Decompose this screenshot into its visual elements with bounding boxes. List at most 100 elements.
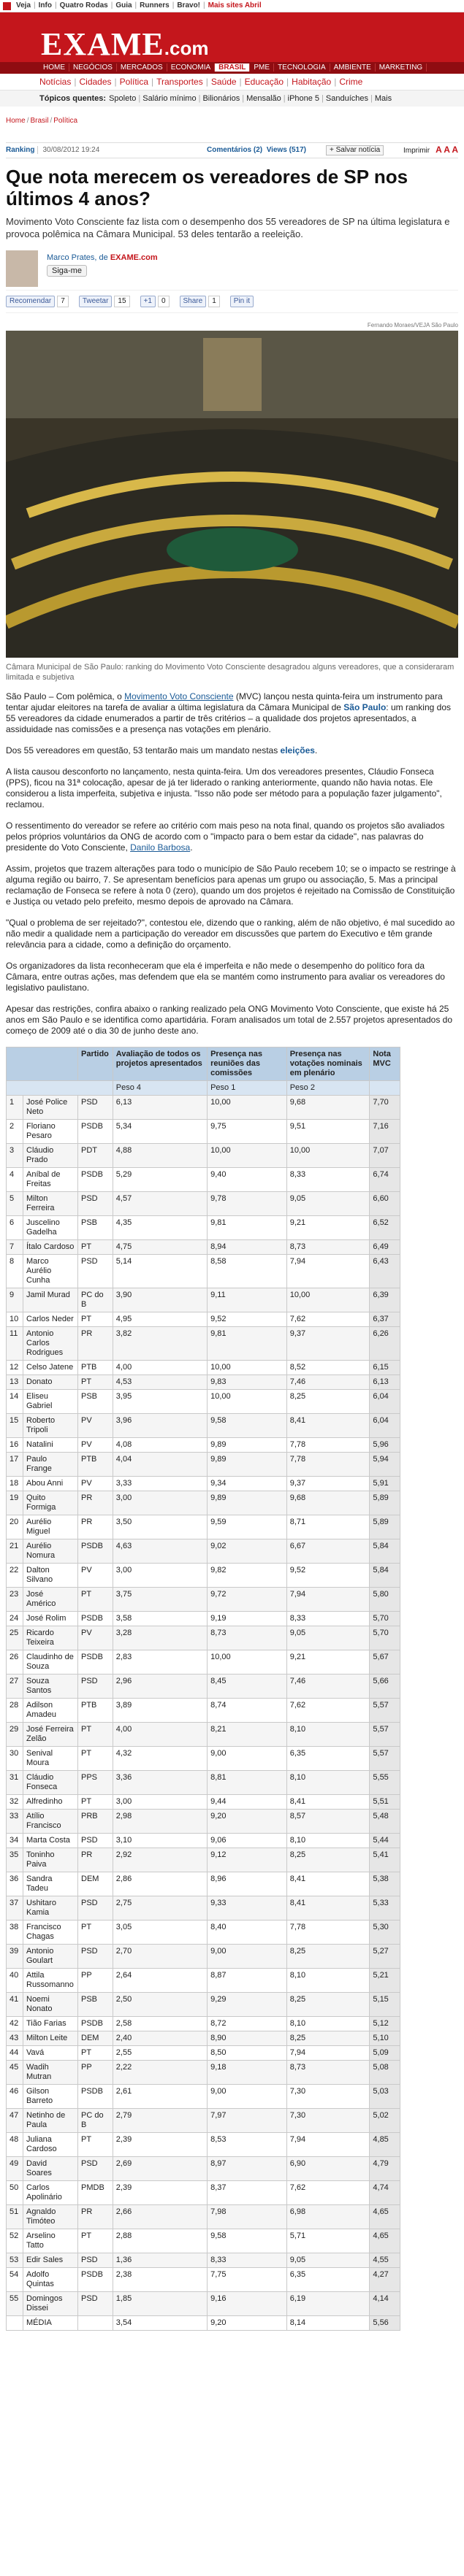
article-meta: Ranking 30/08/2012 19:24 Comentários (2) … — [6, 142, 458, 158]
site-link[interactable]: Veja — [16, 1, 31, 9]
nav-item[interactable]: BRASIL — [215, 64, 251, 72]
subnav-item[interactable]: Cidades — [79, 77, 112, 87]
nav-item[interactable]: PME — [250, 64, 275, 72]
breadcrumb-item[interactable]: Home — [6, 117, 26, 125]
subnav-item[interactable]: Notícias — [39, 77, 72, 87]
table-cell: 9,00 — [207, 1746, 287, 1771]
print[interactable]: Imprimir — [403, 147, 430, 155]
table-cell: PSDB — [77, 2016, 113, 2031]
table-cell: 10,00 — [207, 1650, 287, 1675]
nav-item[interactable]: AMBIENTE — [330, 64, 376, 72]
table-cell: 16 — [6, 1437, 23, 1453]
nav-item[interactable]: MARKETING — [375, 64, 427, 72]
table-cell: 8,53 — [207, 2132, 287, 2157]
subnav-item[interactable]: Crime — [339, 77, 363, 87]
subnav-item[interactable]: Saúde — [210, 77, 237, 87]
table-cell: 6,04 — [369, 1413, 400, 1438]
table-row: 19 Quito Formiga PR 3,00 9,89 9,68 5,89 — [6, 1491, 400, 1515]
subnav-item[interactable]: Política — [119, 77, 148, 87]
subnav-item[interactable]: Transportes — [156, 77, 203, 87]
comments[interactable]: Comentários (2) — [207, 146, 263, 154]
hot-topic[interactable]: Mensalão — [246, 94, 281, 103]
site-link[interactable]: Guia — [115, 1, 132, 9]
nav-item[interactable]: MERCADOS — [116, 64, 167, 72]
breadcrumb-item[interactable]: Brasil — [30, 117, 49, 125]
share-button[interactable]: Pin it — [229, 296, 254, 307]
table-row: 33 Atílio Francisco PRB 2,98 9,20 8,57 5,48 — [6, 1809, 400, 1834]
subnav-item[interactable]: Educação — [244, 77, 284, 87]
nav-item[interactable]: HOME — [39, 64, 69, 72]
table-cell: David Soares — [23, 2156, 78, 2181]
site-link[interactable]: Mais sites Abril — [208, 1, 262, 9]
table-cell: 3 — [6, 1143, 23, 1168]
table-cell: 10,00 — [207, 1389, 287, 1414]
author-box: Marco Prates, de EXAME.com Siga-me — [6, 249, 458, 291]
link[interactable]: Movimento Voto Consciente — [124, 691, 234, 701]
share-button[interactable]: Tweetar — [78, 296, 113, 307]
hot-topic[interactable]: Bilionários — [202, 94, 240, 103]
section[interactable]: Ranking — [6, 146, 35, 154]
table-row: 22 Dalton Silvano PV 3,00 9,82 9,52 5,84 — [6, 1563, 400, 1588]
table-cell: PMDB — [77, 2180, 113, 2205]
table-cell: PR — [77, 1491, 113, 1515]
table-cell: PT — [77, 2045, 113, 2061]
share-count: 1 — [208, 296, 220, 307]
hot-topic[interactable]: iPhone 5 — [287, 94, 320, 103]
share-button[interactable]: Recomendar — [6, 296, 56, 307]
author[interactable]: Marco Prates, de EXAME.com — [47, 253, 158, 262]
table-cell: 5,03 — [369, 2084, 400, 2109]
breadcrumb: Home / Brasil / Política — [6, 117, 458, 125]
table-row: 49 David Soares PSD 2,69 8,97 6,90 4,79 — [6, 2156, 400, 2181]
table-cell: 5,21 — [369, 1968, 400, 1993]
share-button[interactable]: Share — [179, 296, 207, 307]
hot-topic[interactable]: Salário mínimo — [142, 94, 197, 103]
table-cell: 2,69 — [112, 2156, 208, 2181]
table-cell: PP — [77, 1968, 113, 1993]
link[interactable]: São Paulo — [343, 702, 387, 712]
table-cell: Adolfo Quintas — [23, 2267, 78, 2292]
subnav-item[interactable]: Habitação — [292, 77, 332, 87]
logo[interactable]: EXAME.com — [41, 28, 208, 61]
table-row: 36 Sandra Tadeu DEM 2,86 8,96 8,41 5,38 — [6, 1872, 400, 1896]
table-cell: Milton Ferreira — [23, 1191, 78, 1216]
table-row: 41 Noemi Nonato PSB 2,50 9,29 8,25 5,15 — [6, 1992, 400, 2017]
link[interactable]: Danilo Barbosa — [130, 842, 191, 853]
breadcrumb-item[interactable]: Política — [53, 117, 78, 125]
table-cell: 4,57 — [112, 1191, 208, 1216]
table-row: 48 Juliana Cardoso PT 2,39 8,53 7,94 4,85 — [6, 2132, 400, 2157]
link[interactable]: eleições — [280, 745, 315, 756]
table-cell: 4,74 — [369, 2180, 400, 2205]
table-cell: 3,33 — [112, 1476, 208, 1491]
site-link[interactable]: Bravo! — [177, 1, 201, 9]
table-cell: Roberto Tripoli — [23, 1413, 78, 1438]
site-link[interactable]: Info — [38, 1, 52, 9]
table-row: 14 Eliseu Gabriel PSB 3,95 10,00 8,25 6,04 — [6, 1389, 400, 1414]
table-cell: 45 — [6, 2060, 23, 2085]
table-cell: 7,30 — [286, 2108, 370, 2133]
follow-button[interactable]: Siga-me — [47, 265, 87, 277]
paragraph: Os organizadores da lista reconheceram q… — [6, 961, 458, 993]
table-cell: 5,33 — [369, 1896, 400, 1921]
site-link[interactable]: Runners — [140, 1, 170, 9]
nav-item[interactable]: NEGÓCIOS — [69, 64, 117, 72]
share-button[interactable]: +1 — [140, 296, 156, 307]
table-cell: 54 — [6, 2267, 23, 2292]
save-button[interactable]: + Salvar notícia — [326, 145, 384, 155]
table-cell: 53 — [6, 2253, 23, 2268]
table-cell: 2,88 — [112, 2229, 208, 2253]
hot-topic[interactable]: Sanduíches — [325, 94, 369, 103]
site-link[interactable]: Quatro Rodas — [59, 1, 108, 9]
nav-item[interactable]: ECONOMIA — [167, 64, 216, 72]
table-cell: 5,70 — [369, 1611, 400, 1626]
font-size[interactable]: A A A — [436, 145, 458, 155]
table-cell: 2,22 — [112, 2060, 208, 2085]
hot-topic[interactable]: Spoleto — [109, 94, 137, 103]
table-cell: 10,00 — [207, 1360, 287, 1375]
table-cell: 9,75 — [207, 1119, 287, 1144]
hot-topic[interactable]: Mais — [374, 94, 392, 103]
nav-item[interactable]: TECNOLOGIA — [274, 64, 330, 72]
table-cell: 5,67 — [369, 1650, 400, 1675]
share-count: 7 — [57, 296, 69, 307]
table-cell: 8,10 — [286, 1833, 370, 1848]
